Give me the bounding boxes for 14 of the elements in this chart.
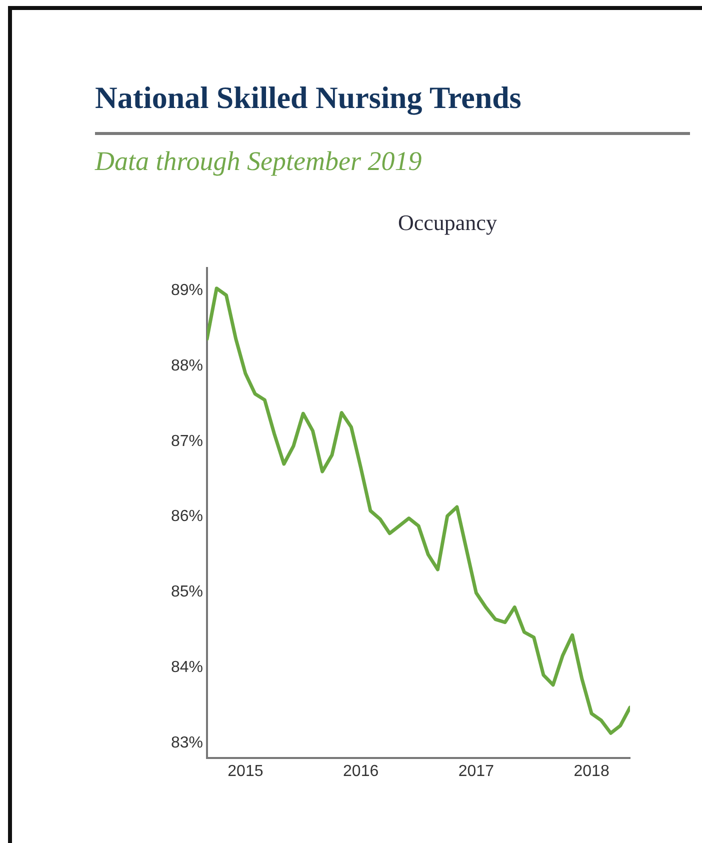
x-tick-label: 2016 <box>343 763 379 780</box>
y-tick-label: 89% <box>170 282 203 300</box>
text: Occupancy <box>398 210 497 236</box>
chart-subtitle: Data through September 2019 <box>95 146 422 177</box>
chart-title: National Skilled Nursing Trends <box>95 80 522 116</box>
y-tick-label: 88% <box>170 357 203 374</box>
x-tick-label: 2018 <box>574 763 610 780</box>
y-tick-label: 87% <box>170 432 203 450</box>
y-tick-label: 83% <box>170 734 203 752</box>
y-tick-label: 86% <box>170 508 203 526</box>
y-tick-label: 85% <box>170 584 203 601</box>
y-tick-label: 84% <box>170 658 203 676</box>
x-tick-label: 2017 <box>458 763 494 780</box>
x-tick-label: 2015 <box>228 763 264 780</box>
